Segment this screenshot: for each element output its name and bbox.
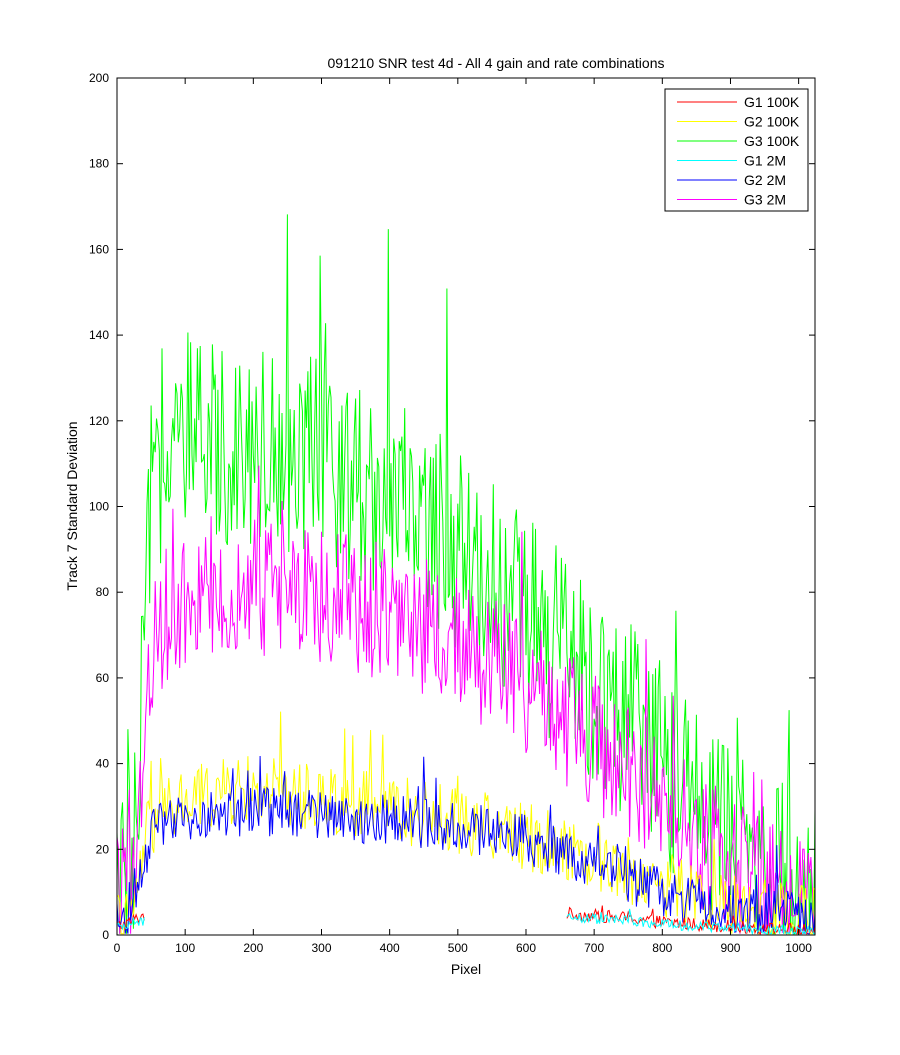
x-tick-label: 600 xyxy=(516,941,536,955)
legend-entry-label: G1 100K xyxy=(744,94,800,110)
legend-box xyxy=(664,88,809,212)
y-axis-label: Track 7 Standard Deviation xyxy=(64,421,80,590)
y-tick-label: 200 xyxy=(89,71,109,85)
x-tick-label: 700 xyxy=(584,941,604,955)
y-tick-label: 160 xyxy=(89,242,109,256)
tick-layer: 0 100 200 300 400 500 600 700 800 900 1000 0 20 40 60 8… xyxy=(89,71,815,955)
series-line-g3-100k xyxy=(116,214,816,935)
y-tick-label: 100 xyxy=(89,500,109,514)
series-line-g1-2m xyxy=(116,917,145,931)
x-tick-label: 1000 xyxy=(785,941,812,955)
y-tick-label: 80 xyxy=(96,585,110,599)
legend-entry-label: G2 2M xyxy=(744,172,786,188)
x-tick-label: 200 xyxy=(243,941,263,955)
y-tick-label: 60 xyxy=(96,671,110,685)
x-tick-label: 800 xyxy=(652,941,672,955)
y-tick-label: 0 xyxy=(102,928,109,942)
x-tick-label: 100 xyxy=(175,941,195,955)
legend-entry-label: G1 2M xyxy=(744,153,786,169)
series-layer xyxy=(116,214,816,936)
y-tick-label: 40 xyxy=(96,757,110,771)
series-line-g2-100k xyxy=(116,711,816,935)
x-tick-label: 400 xyxy=(380,941,400,955)
legend-entry-label: G2 100K xyxy=(744,114,800,130)
legend: G1 100K G2 100K G3 100K G1 2M G2 2M G3 2M xyxy=(664,88,809,212)
legend-entry-label: G3 2M xyxy=(744,192,786,208)
y-tick-label: 140 xyxy=(89,328,109,342)
x-tick-label: 300 xyxy=(311,941,331,955)
series-line-g1-2m xyxy=(566,908,815,936)
x-tick-label: 0 xyxy=(114,941,121,955)
y-tick-label: 20 xyxy=(96,842,110,856)
series-line-g2-2m xyxy=(116,755,816,935)
x-tick-label: 900 xyxy=(720,941,740,955)
legend-entry-label: G3 100K xyxy=(744,133,800,149)
chart-title: 091210 SNR test 4d - All 4 gain and rate… xyxy=(328,55,665,71)
x-axis-label: Pixel xyxy=(451,961,481,977)
y-tick-label: 180 xyxy=(89,157,109,171)
y-tick-label: 120 xyxy=(89,414,109,428)
x-tick-label: 500 xyxy=(448,941,468,955)
